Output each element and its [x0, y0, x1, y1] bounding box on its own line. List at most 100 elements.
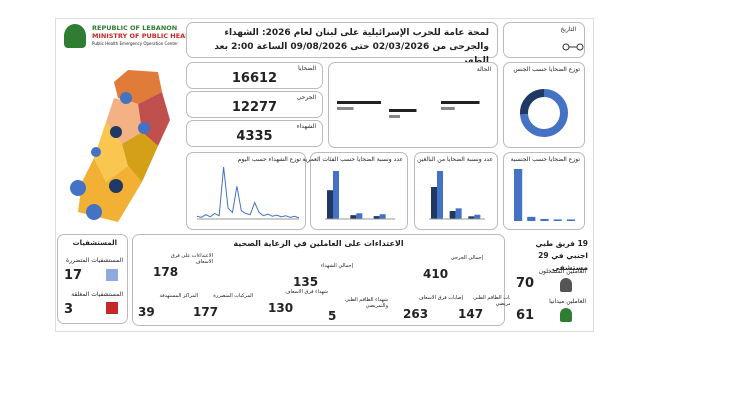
- title-box: لمحة عامة للحرب الإسرائيلية على لبنان لع…: [186, 22, 498, 66]
- sex-box: عدد ونسبة الضحايا من البالغين: [414, 152, 498, 230]
- hospitals-box: المستشفيات المستشفيات المتضررة 17 المستش…: [57, 234, 128, 324]
- country: REPUBLIC OF LEBANON: [92, 24, 178, 32]
- kpi-label: الشهداء: [296, 123, 316, 130]
- bar: [356, 213, 363, 219]
- bar: [337, 101, 381, 104]
- stat-value: 147: [458, 307, 484, 321]
- bar: [540, 218, 549, 221]
- stat-label: المراكز المستهدفة: [159, 293, 198, 299]
- stat-label: إصابات الطاقم الطبي والتمريضي: [473, 295, 518, 307]
- kpi-label: الضحايا: [298, 65, 316, 72]
- bar: [468, 216, 475, 219]
- title: لمحة عامة للحرب الإسرائيلية على لبنان لع…: [214, 28, 489, 66]
- bar: [449, 211, 456, 219]
- bar: [514, 169, 523, 221]
- slider: [562, 43, 584, 51]
- bar: [327, 190, 333, 219]
- stat-value: 70: [516, 276, 535, 291]
- kpi-label: الجرحى: [296, 94, 316, 101]
- chart-title: عدد ونسبة الضحايا حسب الفئات العمرية: [302, 156, 403, 163]
- bar: [350, 215, 357, 219]
- bar: [389, 109, 417, 112]
- teams-headline: 19 فريق طبي اجنبي في 29 مستشفى: [535, 239, 588, 272]
- bar: [441, 101, 480, 104]
- logo: [64, 24, 86, 48]
- stat-label: إجمالي الشهداء: [320, 263, 353, 269]
- nationality-chart: [514, 169, 575, 221]
- stat-value: 178: [153, 265, 179, 279]
- stat-label: العاملين ميدانيا: [549, 298, 586, 305]
- nationality-box: توزع الضحايا حسب الجنسية: [503, 152, 585, 230]
- sex-chart: [429, 171, 485, 220]
- kpi-box: الشهداء 4335: [186, 120, 323, 147]
- bar: [373, 216, 380, 219]
- bar: [455, 208, 462, 219]
- gender-chart: [520, 89, 568, 137]
- status-box: الحالة: [328, 62, 498, 148]
- icon: [106, 269, 118, 281]
- stat-value: 130: [268, 301, 294, 315]
- kpi-box: الجرحى 12277: [186, 91, 323, 118]
- icon: [106, 302, 118, 314]
- stat-value: 135: [293, 275, 319, 289]
- section-title: المستشفيات: [72, 239, 117, 247]
- chart-title: توزع الضحايا حسب الجنس: [513, 66, 580, 73]
- kpi-value: 4335: [236, 129, 273, 144]
- line: [196, 166, 300, 219]
- teams-box: 19 فريق طبي اجنبي في 29 مستشفى العاملين …: [510, 234, 590, 328]
- age-box: عدد ونسبة الضحايا حسب الفئات العمرية: [302, 152, 408, 230]
- stat-label: إصابات فرق الاسعاف: [418, 295, 463, 301]
- bar: [431, 187, 437, 219]
- gender-box: توزع الضحايا حسب الجنس: [503, 62, 585, 148]
- unit: Public Health Emergency Operation Center: [92, 41, 178, 46]
- bar: [566, 219, 575, 221]
- bar: [474, 214, 481, 219]
- icon: [560, 278, 572, 292]
- stat-value: 263: [403, 307, 429, 321]
- ministry: MINISTRY OF PUBLIC HEALTH: [92, 32, 199, 40]
- attacks-box: الاعتداءات على العاملين في الرعاية الصحي…: [132, 234, 518, 326]
- stat-label: المستشفيات المغلقة: [71, 291, 123, 298]
- bar: [389, 115, 400, 118]
- bar: [441, 107, 455, 110]
- stat-value: 177: [193, 305, 219, 319]
- chart-title: توزع الشهداء حسب اليوم: [237, 156, 301, 163]
- chart-title: توزع الضحايا حسب الجنسية: [510, 156, 580, 163]
- bar: [437, 171, 443, 219]
- bar: [337, 107, 354, 110]
- stat-label: إجمالي الجرحى: [450, 255, 483, 261]
- stat-label: العاملين المسجلون: [538, 268, 586, 275]
- stat-label: شهداء فرق الاسعاف: [285, 289, 328, 295]
- bar: [553, 219, 562, 221]
- chart-title: الحالة: [476, 66, 491, 73]
- kpi-value: 16612: [231, 71, 278, 86]
- stat-value: 39: [138, 305, 155, 319]
- timeline-box: توزع الشهداء حسب اليوم: [186, 152, 306, 230]
- kpi-value: 12277: [231, 100, 278, 115]
- stat-value: 61: [516, 308, 535, 323]
- age-chart: [325, 171, 395, 220]
- section-title: الاعتداءات على العاملين في الرعاية الصحي…: [233, 239, 404, 248]
- bar: [527, 216, 536, 221]
- dashboard: [55, 18, 594, 332]
- timeline-chart: [196, 166, 300, 220]
- stat-value: 17: [64, 268, 83, 283]
- kpi-box: الضحايا 16612: [186, 62, 323, 89]
- stat-value: 5: [328, 309, 337, 323]
- map: [70, 70, 170, 222]
- donut-segment: [520, 89, 545, 115]
- stat-label: المستشفيات المتضررة: [65, 257, 123, 264]
- stat-label: الاعتداءات على فرق الاسعاف: [170, 253, 213, 265]
- chart-title: عدد ونسبة الضحايا من البالغين: [417, 156, 493, 163]
- bar: [333, 171, 339, 219]
- status-chart: [337, 101, 480, 118]
- stat-value: 410: [423, 267, 449, 281]
- donut-segment: [520, 89, 568, 137]
- stat-value: 3: [64, 302, 74, 317]
- icon: [560, 308, 572, 322]
- stat-label: المركبات المتضررة: [213, 293, 253, 299]
- bar: [379, 214, 386, 219]
- stat-label: شهداء الطاقم الطبي والتمريضي: [345, 297, 388, 309]
- date-box: التاريخ: [503, 22, 585, 58]
